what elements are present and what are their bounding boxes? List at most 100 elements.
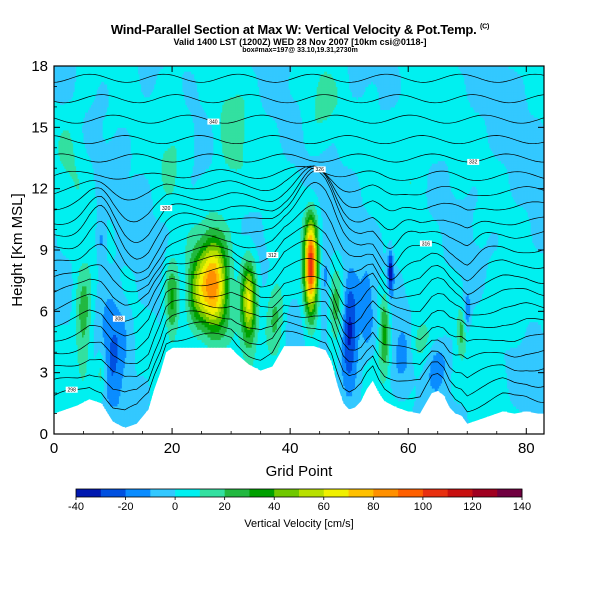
heat-cell — [62, 365, 65, 369]
heat-cell — [55, 163, 58, 167]
heat-cell — [77, 336, 80, 341]
heat-cell — [55, 354, 58, 358]
heat-cell — [77, 385, 80, 389]
heat-cell — [61, 278, 64, 282]
heat-cell — [70, 145, 73, 149]
heat-cell — [65, 132, 68, 136]
heat-cell — [61, 152, 64, 157]
heat-cell — [58, 342, 61, 346]
heat-cell — [59, 101, 62, 105]
heat-cell — [54, 411, 57, 415]
heat-cell — [79, 321, 82, 325]
heat-cell — [74, 201, 77, 205]
heat-cell — [62, 219, 65, 223]
heat-cell — [67, 186, 70, 190]
heat-cell — [58, 168, 61, 172]
heat-cell — [61, 313, 64, 318]
heat-cell — [73, 140, 76, 144]
heat-cell — [54, 155, 57, 159]
heat-cell — [71, 175, 74, 180]
heat-cell — [71, 145, 74, 149]
heat-cell — [67, 380, 70, 384]
heat-cell — [62, 181, 65, 185]
heat-cell — [70, 329, 73, 333]
heat-cell — [77, 321, 80, 325]
heat-cell — [73, 273, 76, 277]
heat-cell — [59, 71, 62, 75]
heat-cell — [76, 288, 79, 292]
heat-cell — [65, 224, 68, 228]
heat-cell — [74, 326, 77, 330]
heat-cell — [77, 239, 80, 243]
heat-cell — [65, 354, 68, 358]
heat-cell — [67, 71, 70, 75]
heat-cell — [74, 257, 77, 261]
heat-cell — [58, 265, 61, 269]
heat-cell — [74, 158, 77, 162]
heat-cell — [68, 109, 71, 113]
heat-cell — [73, 94, 76, 98]
heat-cell — [68, 147, 71, 151]
heat-cell — [79, 398, 82, 402]
heat-cell — [74, 329, 77, 333]
heat-cell — [74, 234, 77, 238]
heat-cell — [71, 104, 74, 108]
heat-cell — [73, 132, 76, 136]
heat-cell — [73, 114, 76, 118]
heat-cell — [67, 173, 70, 177]
heat-cell — [59, 377, 62, 381]
heat-cell — [55, 86, 58, 90]
heat-cell — [56, 334, 60, 338]
heat-cell — [76, 165, 79, 169]
heat-cell — [71, 319, 74, 323]
heat-cell — [64, 267, 67, 272]
heat-cell — [61, 181, 64, 185]
heat-cell — [67, 181, 70, 185]
heat-cell — [59, 99, 62, 103]
heat-cell — [58, 242, 61, 246]
heat-cell — [64, 273, 67, 277]
heat-cell — [64, 349, 67, 353]
heat-cell — [56, 221, 60, 226]
heat-cell — [64, 101, 67, 105]
heat-cell — [62, 260, 65, 264]
heat-cell — [67, 109, 70, 113]
heat-cell — [58, 140, 61, 144]
heat-cell — [76, 112, 79, 116]
heat-cell — [76, 94, 79, 98]
heat-cell — [56, 301, 60, 305]
heat-cell — [59, 150, 62, 154]
heat-cell — [65, 135, 68, 139]
heat-cell — [74, 311, 77, 315]
heat-cell — [73, 265, 76, 269]
heat-cell — [74, 129, 77, 134]
heat-cell — [65, 160, 68, 164]
heat-cell — [62, 265, 65, 269]
heat-cell — [77, 316, 80, 320]
heat-cell — [59, 117, 62, 121]
heat-cell — [59, 96, 62, 100]
heat-cell — [76, 362, 79, 366]
heat-cell — [64, 135, 67, 139]
heat-cell — [77, 96, 80, 100]
heat-cell — [54, 227, 57, 231]
heat-cell — [71, 221, 74, 226]
heat-cell — [55, 411, 58, 415]
heat-cell — [54, 398, 57, 402]
heat-cell — [74, 66, 77, 70]
heat-cell — [77, 145, 80, 149]
heat-cell — [74, 359, 77, 364]
heat-cell — [68, 306, 71, 310]
heat-cell — [79, 273, 82, 277]
heat-cell — [70, 354, 73, 358]
heat-cell — [56, 377, 60, 381]
heat-cell — [65, 359, 68, 364]
heat-cell — [77, 71, 80, 75]
heat-cell — [74, 313, 77, 318]
heat-cell — [55, 331, 58, 335]
heat-cell — [65, 211, 68, 215]
heat-cell — [67, 237, 70, 241]
heat-cell — [65, 298, 68, 302]
heat-cell — [55, 99, 58, 103]
heat-cell — [73, 196, 76, 200]
